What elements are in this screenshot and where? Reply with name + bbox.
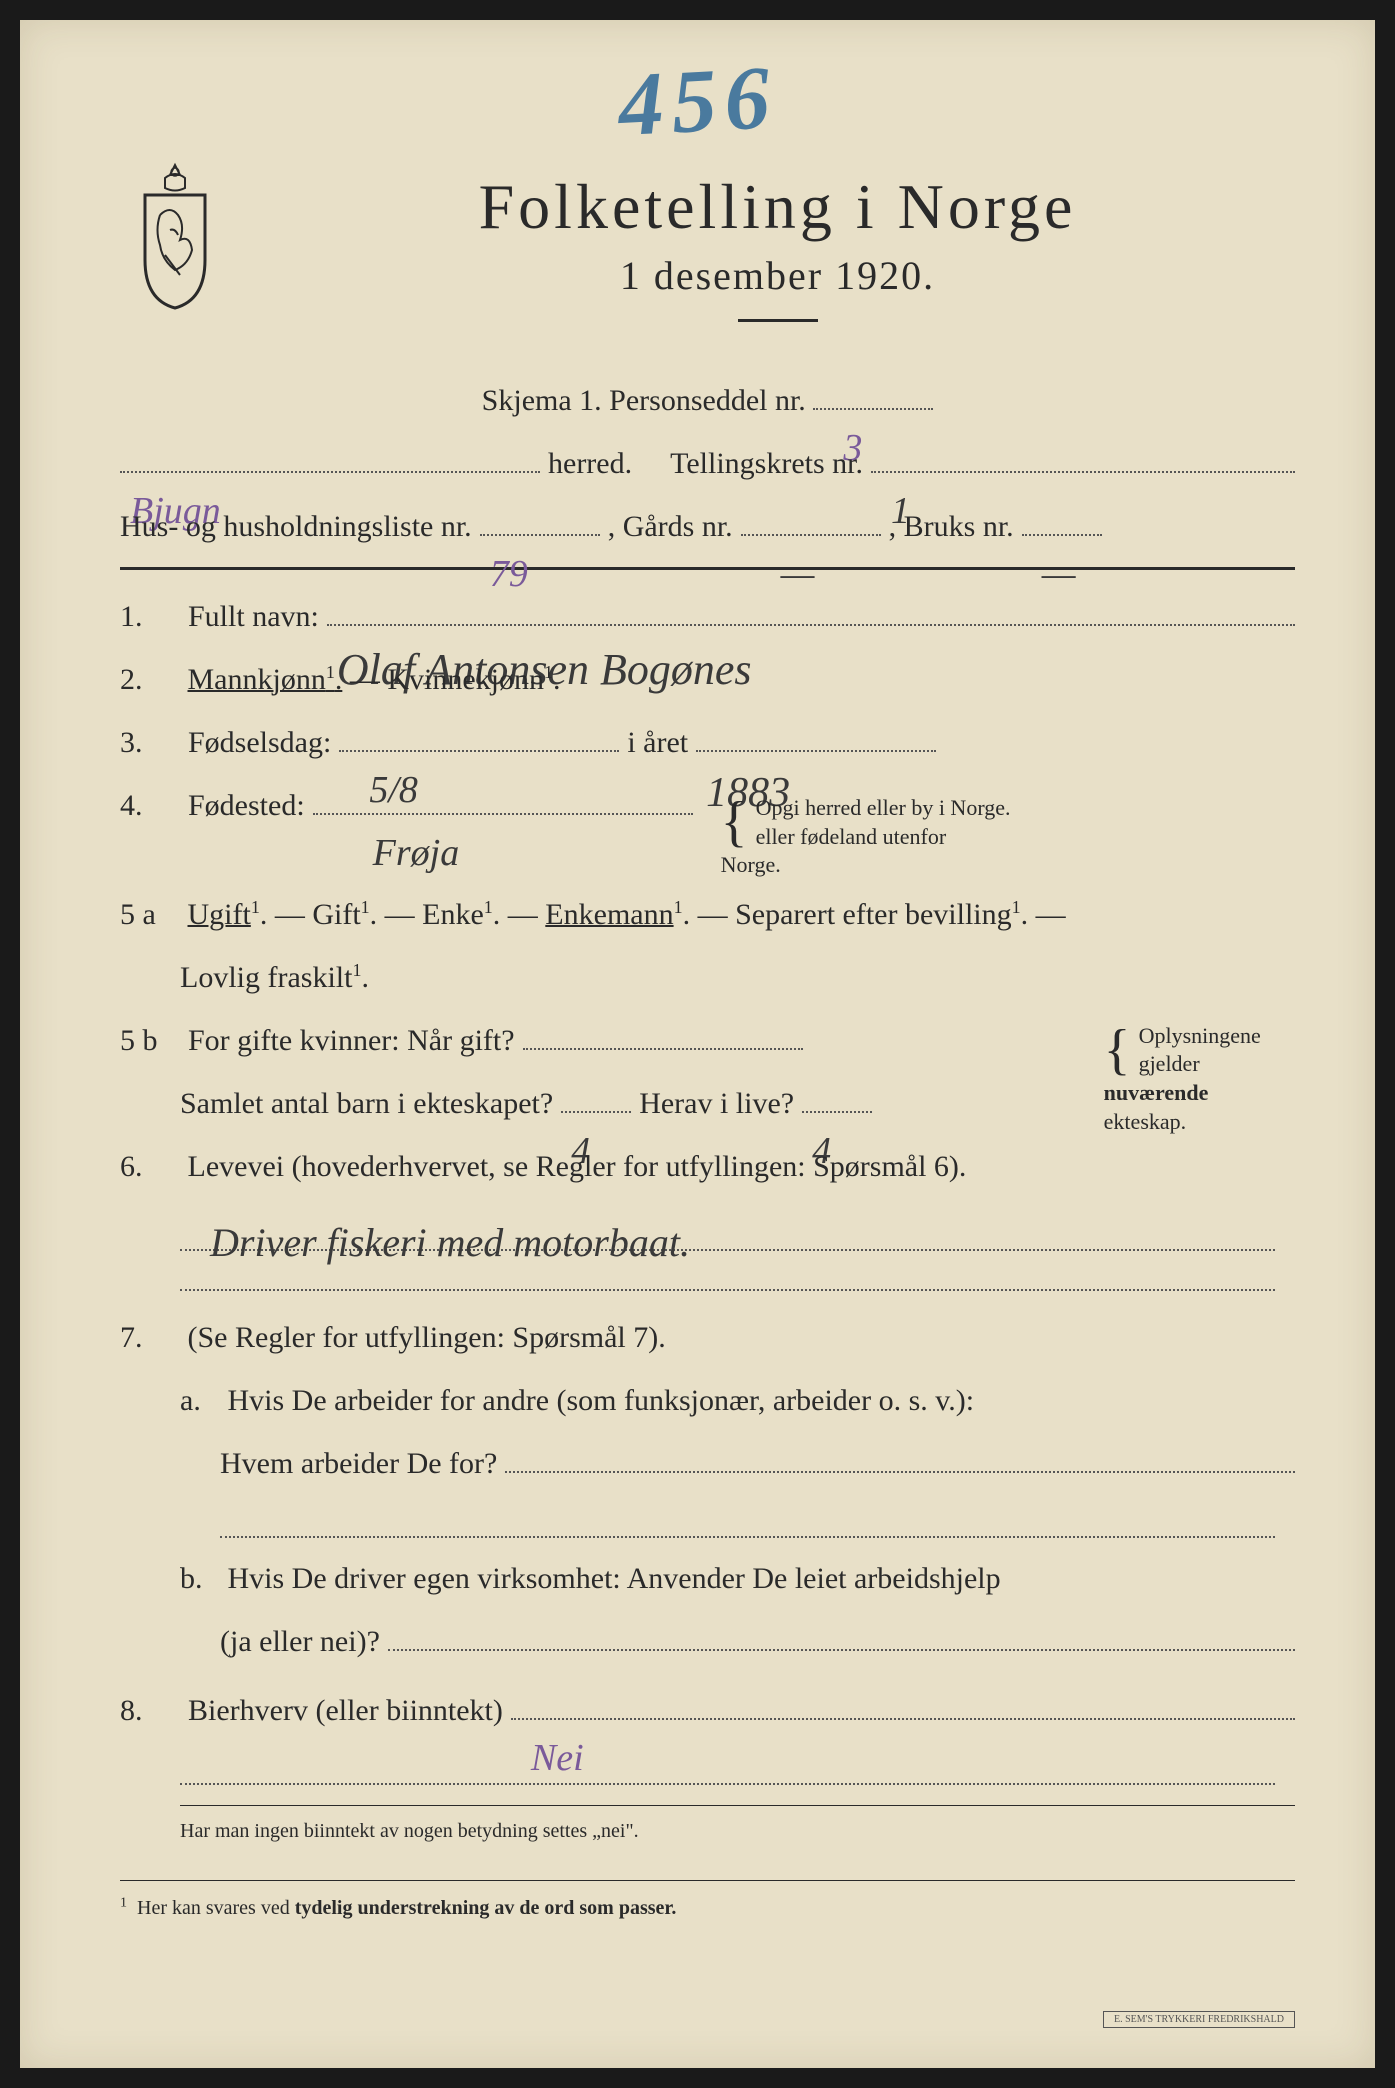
q8-line: 8. Bierhverv (eller biinntekt) Nei bbox=[120, 1682, 1295, 1739]
q8-label: Bierhverv (eller biinntekt) bbox=[188, 1682, 503, 1739]
q4-line: 4. Fødested: Frøja Opgi herred eller by … bbox=[120, 777, 1295, 880]
q6-label: Levevei (hovederhvervet, se Regler for u… bbox=[188, 1150, 967, 1183]
q2-kvinnekjonn: Kvinnekjønn1. bbox=[387, 663, 560, 696]
husliste-label: Hus- og husholdningsliste nr. bbox=[120, 498, 472, 555]
herred-line: Bjugn herred. Tellingskrets nr. 1 bbox=[120, 435, 1295, 492]
q7a-blank bbox=[220, 1498, 1275, 1538]
q7-line: 7. (Se Regler for utfyllingen: Spørsmål … bbox=[120, 1309, 1295, 1366]
tellingskrets-label: Tellingskrets nr. bbox=[670, 435, 863, 492]
q7b-line2: (ja eller nei)? bbox=[120, 1613, 1295, 1670]
q5a-opts2: Lovlig fraskilt1. bbox=[180, 961, 369, 994]
q7a-num: a. bbox=[180, 1372, 220, 1429]
q1-num: 1. bbox=[120, 588, 180, 645]
skjema-label: Skjema 1. Personseddel nr. bbox=[482, 384, 806, 417]
q6-num: 6. bbox=[120, 1138, 180, 1195]
q7-label: (Se Regler for utfyllingen: Spørsmål 7). bbox=[188, 1321, 666, 1354]
q7a-l1: Hvis De arbeider for andre (som funksjon… bbox=[228, 1384, 975, 1417]
q8-num: 8. bbox=[120, 1682, 180, 1739]
q1-line: 1. Fullt navn: Olaf Antonsen Bogønes bbox=[120, 588, 1295, 645]
coat-of-arms-icon bbox=[120, 160, 230, 310]
q1-label: Fullt navn: bbox=[188, 588, 319, 645]
q2-dash: — bbox=[350, 663, 388, 696]
husliste-line: Hus- og husholdningsliste nr. 79 , Gårds… bbox=[120, 498, 1295, 555]
note-bottom: Har man ingen biinntekt av nogen betydni… bbox=[180, 1805, 1295, 1850]
q5b-line1: 5 b For gifte kvinner: Når gift? Oplysni… bbox=[120, 1012, 1295, 1069]
q4-note-l1: Opgi herred eller by i Norge. bbox=[756, 795, 1011, 820]
q5a-num: 5 a bbox=[120, 886, 180, 943]
page-annotation-number: 456 bbox=[615, 46, 779, 157]
herred-label: herred. bbox=[548, 435, 632, 492]
q2-line: 2. Mannkjønn1. — Kvinnekjønn1. bbox=[120, 651, 1295, 708]
q5b-label3: Herav i live? bbox=[639, 1075, 794, 1132]
section-divider bbox=[120, 567, 1295, 570]
q7b-l2: (ja eller nei)? bbox=[220, 1613, 380, 1670]
q5a-line: 5 a Ugift1. — Gift1. — Enke1. — Enkemann… bbox=[120, 886, 1295, 943]
form-title: Folketelling i Norge bbox=[260, 170, 1295, 244]
printer-mark: E. SEM'S TRYKKERI FREDRIKSHALD bbox=[1103, 2011, 1295, 2028]
q5b-label1: For gifte kvinner: Når gift? bbox=[188, 1012, 515, 1069]
q7a-line1: a. Hvis De arbeider for andre (som funks… bbox=[120, 1372, 1295, 1429]
q5b-num: 5 b bbox=[120, 1012, 180, 1069]
q5b-label2: Samlet antal barn i ekteskapet? bbox=[180, 1075, 553, 1132]
q7b-line1: b. Hvis De driver egen virksomhet: Anven… bbox=[120, 1550, 1295, 1607]
gards-label: , Gårds nr. bbox=[608, 498, 733, 555]
q5b-note-l1: Oplysningene bbox=[1139, 1023, 1261, 1048]
census-form-page: 456 Folketelling i Norge 1 desember 1920… bbox=[20, 20, 1375, 2068]
q7a-l2: Hvem arbeider De for? bbox=[220, 1435, 497, 1492]
q4-note-l2: eller fødeland utenfor Norge. bbox=[721, 824, 946, 878]
q4-label: Fødested: bbox=[188, 777, 305, 834]
q3-label: Fødselsdag: bbox=[188, 714, 331, 771]
q3-year-label: i året bbox=[627, 714, 688, 771]
q7-num: 7. bbox=[120, 1309, 180, 1366]
form-header: Folketelling i Norge 1 desember 1920. bbox=[120, 160, 1295, 352]
q3-line: 3. Fødselsdag: 5/8 i året 1883 bbox=[120, 714, 1295, 771]
q7b-l1: Hvis De driver egen virksomhet: Anvender… bbox=[228, 1562, 1001, 1595]
form-date: 1 desember 1920. bbox=[260, 252, 1295, 299]
q6-line: 6. Levevei (hovederhvervet, se Regler fo… bbox=[120, 1138, 1295, 1195]
q6-answer-line: Driver fiskeri med motorbaat. bbox=[180, 1201, 1275, 1251]
q4-note: Opgi herred eller by i Norge. eller føde… bbox=[721, 794, 1011, 880]
q3-num: 3. bbox=[120, 714, 180, 771]
form-body: Skjema 1. Personseddel nr. 3 Bjugn herre… bbox=[120, 372, 1295, 1927]
q2-num: 2. bbox=[120, 651, 180, 708]
q5a-line2: Lovlig fraskilt1. bbox=[120, 949, 1295, 1006]
q7b-num: b. bbox=[180, 1550, 220, 1607]
title-block: Folketelling i Norge 1 desember 1920. bbox=[260, 160, 1295, 352]
footnote: 1 Her kan svares ved tydelig understrekn… bbox=[120, 1880, 1295, 1927]
skjema-line: Skjema 1. Personseddel nr. 3 bbox=[120, 372, 1295, 429]
q4-num: 4. bbox=[120, 777, 180, 834]
q8-blank bbox=[180, 1745, 1275, 1785]
q6-value: Driver fiskeri med motorbaat. bbox=[210, 1205, 690, 1247]
q5b-line2: Samlet antal barn i ekteskapet? 4 Herav … bbox=[120, 1075, 1295, 1132]
footnote-text: 1 Her kan svares ved tydelig understrekn… bbox=[120, 1897, 676, 1919]
bruks-label: , Bruks nr. bbox=[889, 498, 1014, 555]
q2-mannkjonn: Mannkjønn1. bbox=[188, 663, 343, 696]
q7a-line2: Hvem arbeider De for? bbox=[120, 1435, 1295, 1492]
q5a-opts: Ugift1. — Gift1. — Enke1. — Enkemann1. —… bbox=[188, 898, 1066, 931]
title-divider bbox=[738, 319, 818, 322]
